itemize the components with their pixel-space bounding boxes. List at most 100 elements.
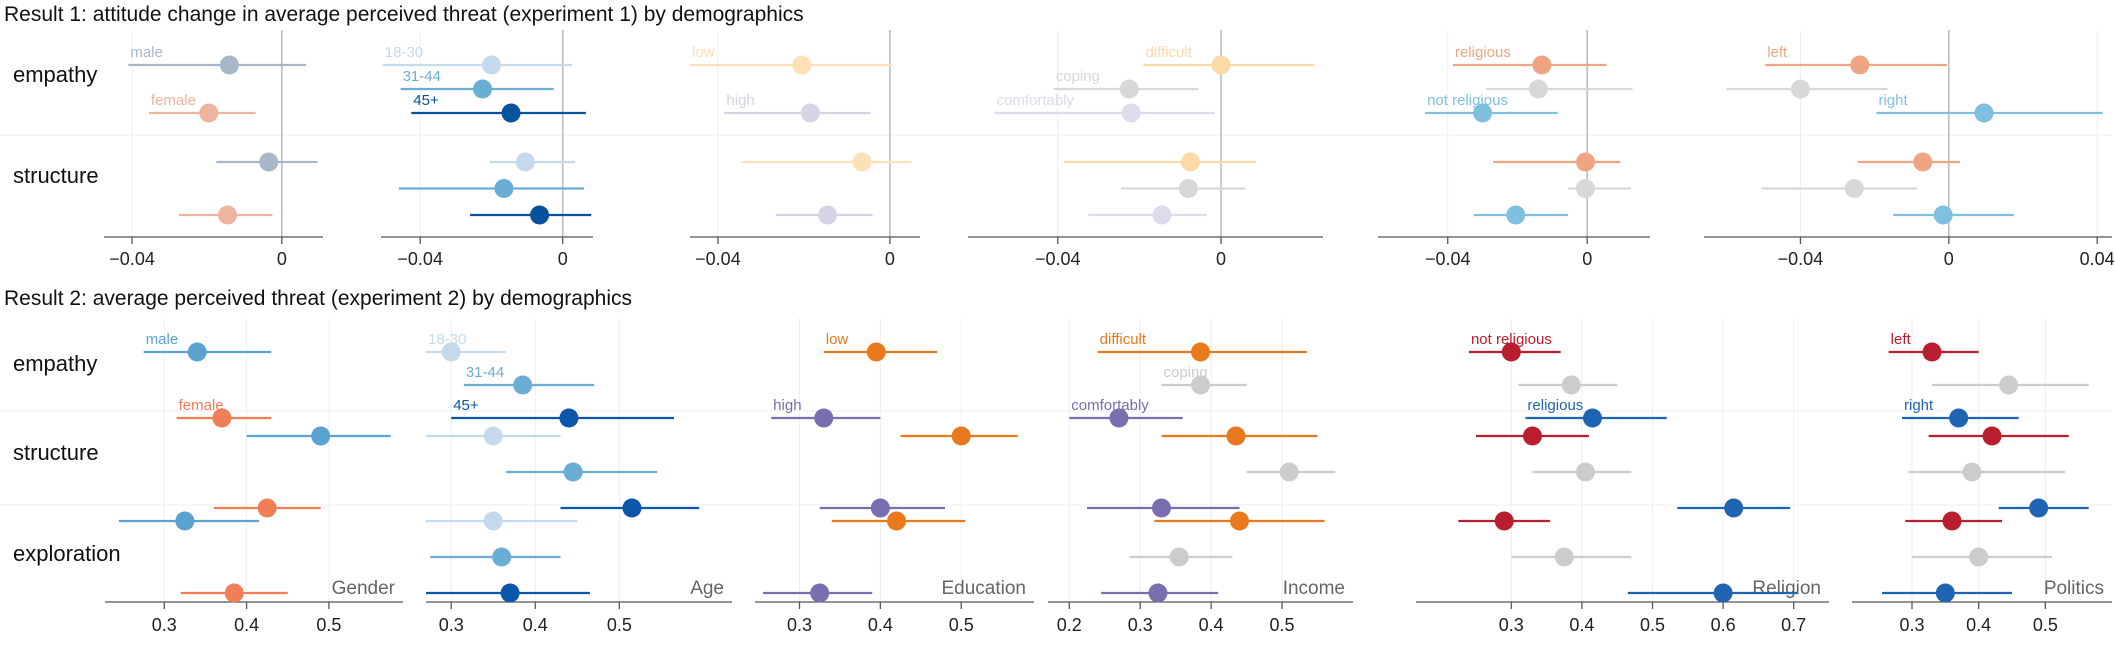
x-tick-label: −0.04 xyxy=(695,249,741,269)
point xyxy=(492,547,512,567)
result2-title: Result 2: average perceived threat (expe… xyxy=(4,287,632,310)
point xyxy=(1922,342,1942,362)
point xyxy=(559,408,579,428)
point xyxy=(1575,462,1595,482)
point xyxy=(259,152,279,172)
point xyxy=(257,498,277,518)
point xyxy=(1230,511,1250,531)
point xyxy=(212,408,232,428)
group-label: not religious xyxy=(1471,331,1552,348)
row-label-exploration: exploration xyxy=(13,541,121,566)
point xyxy=(1279,462,1299,482)
row-label-structure: structure xyxy=(13,163,99,188)
group-label: difficult xyxy=(1100,331,1147,348)
x-tick-label: 0.3 xyxy=(1128,615,1153,635)
panel-1-2: −0.04 0 18-30 31-44 45+ xyxy=(381,30,593,269)
group-label: female xyxy=(151,92,196,109)
point xyxy=(800,103,820,123)
point xyxy=(1211,55,1231,75)
x-tick-label: −0.04 xyxy=(397,249,443,269)
point xyxy=(219,55,239,75)
point xyxy=(1844,179,1864,198)
point xyxy=(481,55,501,75)
group-label: 18-30 xyxy=(428,331,466,348)
point xyxy=(1575,152,1595,172)
x-tick-label: −0.04 xyxy=(1425,249,1471,269)
point xyxy=(818,205,838,225)
point xyxy=(1575,179,1595,198)
row-label-structure: structure xyxy=(13,440,99,465)
x-tick-label: 0.5 xyxy=(2033,615,2058,635)
group-label: 31-44 xyxy=(466,364,504,381)
row-label-empathy: empathy xyxy=(13,351,97,376)
point xyxy=(494,179,514,198)
group-label: 45+ xyxy=(453,397,479,414)
point xyxy=(1724,498,1744,518)
point xyxy=(1191,342,1210,362)
point xyxy=(1191,375,1210,395)
point xyxy=(1561,375,1581,395)
x-tick-label: 0.3 xyxy=(1499,615,1524,635)
group-label: right xyxy=(1878,92,1908,109)
panel-2-4: 0.2 0.3 0.4 0.5 Income difficult coping comfort… xyxy=(1048,318,1353,635)
point xyxy=(175,511,195,531)
point xyxy=(814,408,834,428)
panel-2-5: 0.3 0.4 0.5 0.6 0.7 Religion not religious reli… xyxy=(1416,318,1829,635)
x-tick-label: 0 xyxy=(558,249,568,269)
group-label: male xyxy=(146,331,179,348)
point xyxy=(1933,205,1953,225)
group-label: high xyxy=(726,92,754,109)
panel-name: Education xyxy=(941,578,1026,599)
plot-area: empathy structure −0.04 0 male female −0.04 0 18… xyxy=(0,30,2115,635)
group-label: religious xyxy=(1527,397,1583,414)
x-tick-label: 0.4 xyxy=(868,615,893,635)
point xyxy=(1532,55,1552,75)
group-label: low xyxy=(692,44,715,61)
x-tick-label: 0.4 xyxy=(523,615,548,635)
point xyxy=(530,205,550,225)
point xyxy=(1949,408,1969,428)
point xyxy=(810,583,830,603)
point xyxy=(1180,152,1200,172)
panel-name: Politics xyxy=(2044,578,2104,599)
group-label: female xyxy=(179,397,224,414)
point xyxy=(1148,583,1168,603)
point xyxy=(1962,462,1982,482)
row-label-empathy: empathy xyxy=(13,62,97,87)
panel-1-6: −0.04 0 0.04 left right xyxy=(1704,30,2115,269)
panel-1-3: −0.04 0 low high xyxy=(690,30,920,269)
point xyxy=(483,511,503,531)
group-label: not religious xyxy=(1427,92,1508,109)
x-tick-label: −0.04 xyxy=(1035,249,1081,269)
point xyxy=(199,103,219,123)
group-label: comfortably xyxy=(1071,397,1149,414)
panel-2-1: 0.3 0.4 0.5 Gender male female xyxy=(105,318,403,635)
result1-title: Result 1: attitude change in average per… xyxy=(4,3,804,26)
point xyxy=(866,342,886,362)
point xyxy=(1121,103,1141,123)
point xyxy=(513,375,533,395)
x-tick-label: 0.3 xyxy=(152,615,177,635)
point xyxy=(1850,55,1870,75)
point xyxy=(483,426,503,446)
point xyxy=(187,342,207,362)
group-label: 18-30 xyxy=(385,44,423,61)
point xyxy=(501,103,521,123)
group-label: 45+ xyxy=(413,92,439,109)
panel-name: Religion xyxy=(1752,578,1821,599)
x-tick-label: 0.5 xyxy=(949,615,974,635)
x-tick-label: 0.5 xyxy=(607,615,632,635)
panel-1-4: −0.04 0 difficult coping comfortably xyxy=(968,30,1323,269)
x-tick-label: −0.04 xyxy=(109,249,155,269)
panel-name: Age xyxy=(690,578,724,599)
point xyxy=(311,426,331,446)
point xyxy=(1119,79,1139,99)
x-tick-label: 0.5 xyxy=(316,615,341,635)
point xyxy=(1935,583,1955,603)
group-label: left xyxy=(1891,331,1912,348)
panel-2-6: 0.3 0.4 0.5 Politics left right xyxy=(1852,318,2112,635)
point xyxy=(1226,426,1246,446)
x-tick-label: 0.4 xyxy=(234,615,259,635)
point xyxy=(1152,205,1172,225)
